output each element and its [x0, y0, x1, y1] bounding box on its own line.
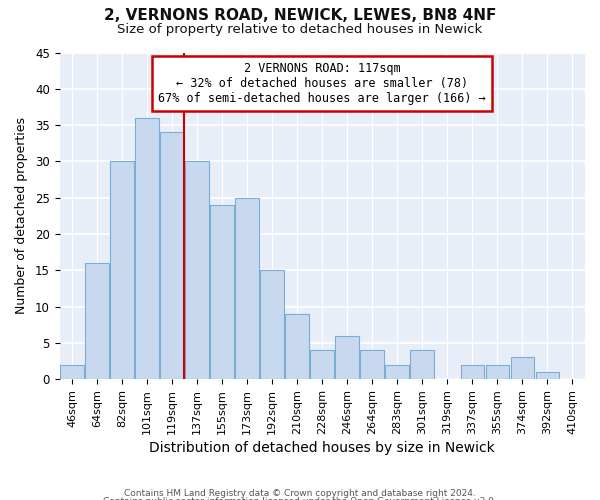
- Bar: [485, 364, 509, 379]
- Bar: [410, 350, 434, 379]
- X-axis label: Distribution of detached houses by size in Newick: Distribution of detached houses by size …: [149, 441, 495, 455]
- Text: 2 VERNONS ROAD: 117sqm
← 32% of detached houses are smaller (78)
67% of semi-det: 2 VERNONS ROAD: 117sqm ← 32% of detached…: [158, 62, 486, 106]
- Bar: [361, 350, 384, 379]
- Bar: [286, 314, 309, 379]
- Bar: [185, 162, 209, 379]
- Bar: [135, 118, 159, 379]
- Bar: [310, 350, 334, 379]
- Text: Size of property relative to detached houses in Newick: Size of property relative to detached ho…: [118, 22, 482, 36]
- Bar: [511, 358, 535, 379]
- Text: 2, VERNONS ROAD, NEWICK, LEWES, BN8 4NF: 2, VERNONS ROAD, NEWICK, LEWES, BN8 4NF: [104, 8, 496, 22]
- Bar: [110, 162, 134, 379]
- Bar: [85, 263, 109, 379]
- Text: Contains public sector information licensed under the Open Government Licence v3: Contains public sector information licen…: [103, 497, 497, 500]
- Text: Contains HM Land Registry data © Crown copyright and database right 2024.: Contains HM Land Registry data © Crown c…: [124, 489, 476, 498]
- Bar: [260, 270, 284, 379]
- Bar: [461, 364, 484, 379]
- Bar: [536, 372, 559, 379]
- Bar: [335, 336, 359, 379]
- Bar: [235, 198, 259, 379]
- Y-axis label: Number of detached properties: Number of detached properties: [15, 118, 28, 314]
- Bar: [60, 364, 84, 379]
- Bar: [210, 205, 234, 379]
- Bar: [160, 132, 184, 379]
- Bar: [385, 364, 409, 379]
